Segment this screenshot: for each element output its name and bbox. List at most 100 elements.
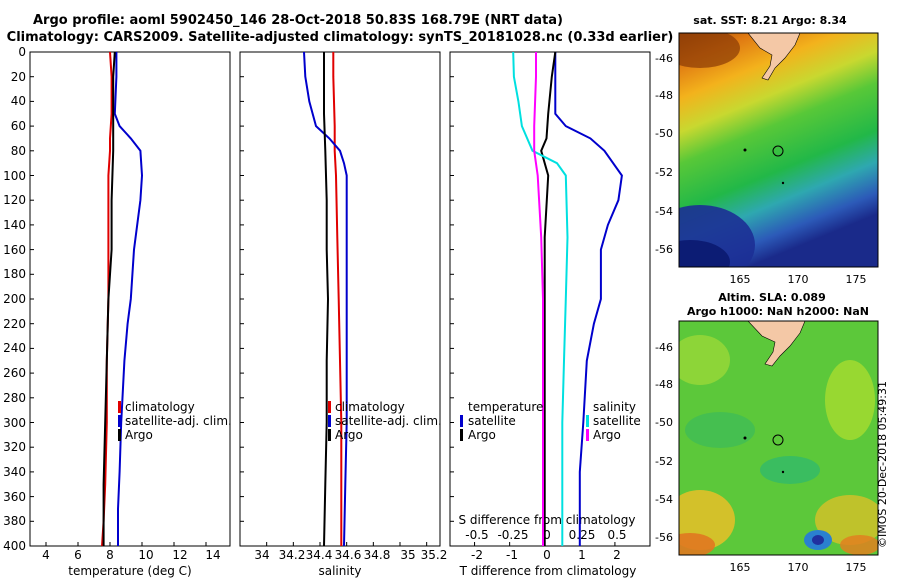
legend-swatch-climatology bbox=[328, 401, 331, 413]
map-lat-label: -46 bbox=[655, 341, 673, 354]
salinity-tick-label: 35 bbox=[400, 548, 415, 562]
legend-swatch-satellite bbox=[118, 415, 121, 427]
temperature-tick-label: 14 bbox=[205, 548, 220, 562]
map-lon-label: 170 bbox=[788, 273, 809, 286]
temperature-tick-label: 10 bbox=[138, 548, 153, 562]
sla-patch bbox=[685, 412, 755, 448]
map-lat-label: -48 bbox=[655, 89, 673, 102]
series-line-argo bbox=[102, 51, 116, 546]
depth-tick-label: 380 bbox=[3, 514, 26, 528]
depth-tick-label: 140 bbox=[3, 218, 26, 232]
t-diff-tick-label: -1 bbox=[506, 548, 518, 562]
salinity-axis-label: salinity bbox=[318, 564, 361, 578]
island-dot bbox=[743, 436, 747, 440]
island-dot bbox=[781, 181, 785, 185]
t-diff-axis-label: T difference from climatology bbox=[459, 564, 637, 578]
legend-label: Argo bbox=[468, 428, 496, 442]
sst-map-title: sat. SST: 8.21 Argo: 8.34 bbox=[693, 14, 847, 27]
sla-patch bbox=[825, 360, 875, 440]
legend-swatch-temp-satellite bbox=[460, 415, 463, 427]
depth-tick-label: 160 bbox=[3, 243, 26, 257]
imos-credit: ©IMOS 20-Dec-2018 05:49:31 bbox=[876, 381, 889, 548]
difference-lines bbox=[450, 51, 623, 547]
map-lon-label: 165 bbox=[730, 273, 751, 286]
sla-map-frame bbox=[678, 320, 879, 556]
legend-swatch-sal-satellite bbox=[586, 415, 589, 427]
depth-tick-label: 360 bbox=[3, 490, 26, 504]
depth-tick-label: 400 bbox=[3, 539, 26, 553]
island-dot bbox=[743, 148, 747, 152]
legend-label: Argo bbox=[125, 428, 153, 442]
map-lat-label: -48 bbox=[655, 378, 673, 391]
temperature-tick-label: 4 bbox=[42, 548, 50, 562]
depth-tick-label: 340 bbox=[3, 465, 26, 479]
map-lat-label: -56 bbox=[655, 243, 673, 256]
legend-swatch-satellite bbox=[328, 415, 331, 427]
salinity-tick-label: 35.2 bbox=[421, 548, 448, 562]
series-line-salinity-argo bbox=[533, 52, 544, 546]
sla-map-image bbox=[679, 321, 878, 555]
legend-swatch-climatology bbox=[118, 401, 121, 413]
legend-swatch-temp-argo bbox=[460, 429, 463, 441]
legend-swatch-argo bbox=[118, 429, 121, 441]
temperature-tick-label: 8 bbox=[106, 548, 114, 562]
salinity-lines bbox=[240, 51, 428, 547]
sla-map-axes: -46 -48 -50 -52 -54 -56 165 170 175 bbox=[655, 341, 866, 574]
sla-patch bbox=[815, 495, 878, 545]
temperature-legend: climatology satellite-adj. clim. Argo bbox=[118, 400, 232, 442]
depth-tick-label: 120 bbox=[3, 193, 26, 207]
depth-tick-label: 100 bbox=[3, 169, 26, 183]
new-zealand-land bbox=[747, 33, 801, 81]
temperature-axis-label: temperature (deg C) bbox=[68, 564, 191, 578]
depth-axis: 0 20 40 60 80 100 120 140 160 180 200 22… bbox=[3, 45, 26, 553]
difference-x-axis: -2 -1 0 1 2 T difference from climatolog… bbox=[459, 513, 637, 578]
legend-label: climatology bbox=[125, 400, 195, 414]
salinity-tick-label: 34.4 bbox=[306, 548, 333, 562]
depth-tick-label: 200 bbox=[3, 292, 26, 306]
sst-map-axes: -46 -48 -50 -52 -54 -56 165 170 175 bbox=[655, 52, 866, 286]
sst-map-frame bbox=[678, 32, 879, 268]
sla-map-title-1: Altim. SLA: 0.089 bbox=[718, 291, 825, 304]
series-line-satellite-adj-clim- bbox=[303, 51, 348, 547]
map-lat-label: -52 bbox=[655, 455, 673, 468]
t-diff-tick-label: 1 bbox=[578, 548, 586, 562]
sla-map-title-2: Argo h1000: NaN h2000: NaN bbox=[687, 305, 869, 318]
legend-label: Argo bbox=[335, 428, 363, 442]
depth-tick-label: 20 bbox=[11, 70, 26, 84]
temperature-x-axis: 4 6 8 10 12 14 temperature (deg C) bbox=[42, 548, 220, 578]
sst-map-image bbox=[679, 33, 878, 267]
salinity-legend: climatology satellite-adj. clim. Argo bbox=[328, 400, 442, 442]
legend-group-title: temperature bbox=[468, 400, 543, 414]
legend-group-title: salinity bbox=[593, 400, 636, 414]
map-lat-label: -46 bbox=[655, 52, 673, 65]
new-zealand-land bbox=[747, 321, 806, 367]
legend-swatch-sal-argo bbox=[586, 429, 589, 441]
depth-tick-label: 40 bbox=[11, 94, 26, 108]
series-line-climatology bbox=[332, 52, 343, 546]
island-dot bbox=[781, 470, 785, 474]
series-line-satellite-adj-clim- bbox=[113, 52, 144, 546]
salinity-x-axis: 34 34.2 34.4 34.6 34.8 35 35.2 salinity bbox=[254, 548, 447, 578]
legend-label: satellite bbox=[593, 414, 641, 428]
legend-swatch-argo bbox=[328, 429, 331, 441]
sla-patch bbox=[679, 533, 715, 555]
difference-panel-frame bbox=[449, 51, 651, 547]
map-lon-label: 170 bbox=[788, 561, 809, 574]
salinity-tick-label: 34.2 bbox=[279, 548, 306, 562]
temperature-tick-label: 6 bbox=[74, 548, 82, 562]
t-diff-tick-label: 2 bbox=[613, 548, 621, 562]
map-lat-label: -52 bbox=[655, 166, 673, 179]
salinity-tick-label: 34 bbox=[254, 548, 269, 562]
sla-patch bbox=[679, 335, 730, 385]
depth-tick-label: 240 bbox=[3, 341, 26, 355]
t-diff-tick-label: 0 bbox=[543, 548, 551, 562]
sla-eddy-core bbox=[812, 535, 824, 545]
depth-tick-label: 60 bbox=[11, 119, 26, 133]
sst-cold-patch bbox=[679, 240, 730, 267]
depth-tick-label: 280 bbox=[3, 391, 26, 405]
depth-tick-label: 260 bbox=[3, 366, 26, 380]
argo-position-marker bbox=[772, 145, 784, 157]
s-diff-tick-label: -0.25 bbox=[497, 528, 528, 542]
